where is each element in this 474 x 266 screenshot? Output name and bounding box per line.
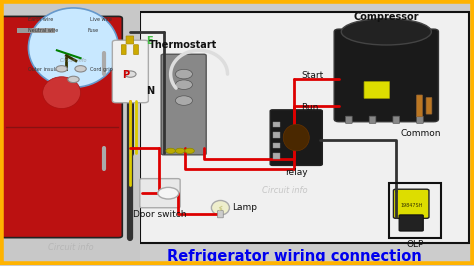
Circle shape [185,148,194,153]
Ellipse shape [28,8,118,87]
Circle shape [125,71,136,77]
Circle shape [166,148,175,153]
Text: N: N [146,86,154,96]
Circle shape [56,66,67,72]
FancyBboxPatch shape [161,54,206,155]
Text: Circuit info: Circuit info [48,243,94,252]
FancyBboxPatch shape [273,143,280,148]
Text: Fuse: Fuse [88,28,99,33]
FancyBboxPatch shape [273,122,280,127]
FancyBboxPatch shape [218,211,223,218]
FancyBboxPatch shape [426,98,432,114]
Ellipse shape [341,19,431,45]
Text: Circuit info: Circuit info [262,186,307,195]
FancyBboxPatch shape [121,45,126,55]
Circle shape [175,148,185,153]
Text: Neutral wire: Neutral wire [28,28,59,33]
Text: 19847SH: 19847SH [400,203,423,207]
Text: Lamp: Lamp [232,203,257,212]
Ellipse shape [211,201,229,215]
Text: E: E [146,36,153,46]
FancyBboxPatch shape [140,179,180,208]
Text: Refrigerator wiring connection: Refrigerator wiring connection [166,249,421,264]
FancyBboxPatch shape [112,40,148,103]
FancyBboxPatch shape [369,116,376,123]
FancyBboxPatch shape [134,45,138,55]
FancyBboxPatch shape [393,189,429,218]
FancyBboxPatch shape [270,110,322,165]
Ellipse shape [283,124,310,151]
Text: Run: Run [301,103,319,112]
Text: Common: Common [401,129,441,138]
Circle shape [158,187,179,199]
FancyBboxPatch shape [17,28,55,33]
FancyBboxPatch shape [1,16,122,238]
Text: Cord grip: Cord grip [90,68,113,72]
Text: P: P [122,70,129,80]
FancyBboxPatch shape [393,116,400,123]
FancyBboxPatch shape [273,153,280,159]
FancyBboxPatch shape [273,132,280,138]
FancyBboxPatch shape [399,215,423,231]
Text: Outer insulation: Outer insulation [28,68,68,72]
FancyBboxPatch shape [140,12,469,243]
FancyBboxPatch shape [417,116,423,123]
Text: Compressor: Compressor [354,13,419,23]
Text: Start: Start [301,71,323,80]
Text: Door switch: Door switch [133,210,186,219]
Text: OLP: OLP [406,239,423,248]
Text: Earth wire: Earth wire [28,17,54,22]
Text: Circuit info: Circuit info [60,58,87,63]
Text: Live wire: Live wire [90,17,112,22]
FancyBboxPatch shape [346,116,352,123]
FancyBboxPatch shape [126,36,134,44]
FancyBboxPatch shape [417,95,422,117]
Ellipse shape [43,77,81,109]
Circle shape [175,69,192,79]
FancyBboxPatch shape [334,29,438,122]
Circle shape [175,80,192,89]
Circle shape [75,66,86,72]
FancyBboxPatch shape [364,81,390,98]
FancyBboxPatch shape [1,1,140,264]
Text: Thermostart: Thermostart [149,40,218,50]
Text: relay: relay [285,168,308,177]
Circle shape [68,76,79,82]
Circle shape [175,96,192,105]
